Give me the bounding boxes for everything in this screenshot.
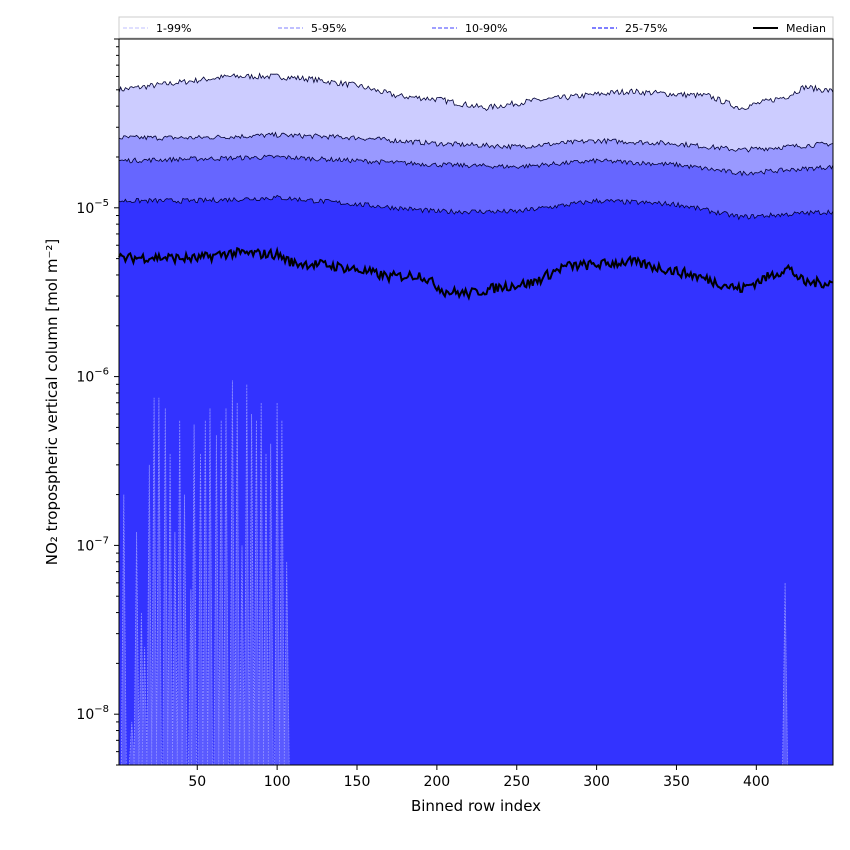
x-tick-label: 150 (344, 774, 371, 790)
x-tick-label: 350 (663, 774, 690, 790)
x-axis: 50 100 150 200 250 300 350 400 (188, 765, 770, 790)
legend-label: 5-95% (311, 22, 346, 35)
lower-spike (213, 435, 220, 766)
lower-spike (162, 408, 169, 766)
lower-spike (146, 464, 153, 766)
band-edge-10-90% (118, 154, 834, 177)
band-edge-5-95% (118, 131, 834, 153)
x-tick-label: 200 (423, 774, 450, 790)
lower-spike (207, 408, 213, 766)
band-edge-25-75% (118, 194, 834, 221)
y-axis: 10−8 10−7 10−6 10−5 (76, 38, 119, 766)
lower-spike (248, 413, 255, 766)
x-tick-label: 250 (503, 774, 530, 790)
band-edge-1-99% (118, 72, 834, 111)
median-line-group (118, 246, 834, 301)
lower-spike (191, 424, 197, 766)
legend-box (118, 16, 834, 39)
x-tick-label: 50 (188, 774, 206, 790)
lower-spike (267, 443, 274, 766)
plot-frame (118, 38, 834, 766)
legend-label: 25-75% (625, 22, 667, 35)
x-axis-label: Binned row index (411, 797, 541, 815)
lower-spikes (120, 380, 788, 766)
y-tick-label: 10−7 (76, 535, 109, 554)
y-tick-label: 10−8 (76, 704, 109, 723)
legend-label: 10-90% (465, 22, 507, 35)
legend: 1-99% 5-95% 10-90% 25-75% Median (118, 16, 834, 39)
x-tick-label: 300 (583, 774, 610, 790)
percentile-bands (118, 72, 834, 765)
lower-spike (151, 397, 158, 766)
x-tick-label: 100 (264, 774, 291, 790)
legend-label: Median (786, 22, 826, 35)
y-axis-label: NO₂ tropospheric vertical column [mol m⁻… (43, 239, 61, 565)
lower-spike (156, 397, 162, 766)
x-tick-label: 400 (743, 774, 770, 790)
lower-spike (223, 408, 229, 766)
y-tick-label: 10−6 (76, 367, 109, 386)
band-25-75% (119, 195, 833, 765)
y-tick-label: 10−5 (76, 198, 109, 217)
legend-label: 1-99% (156, 22, 191, 35)
median-line (118, 246, 834, 301)
